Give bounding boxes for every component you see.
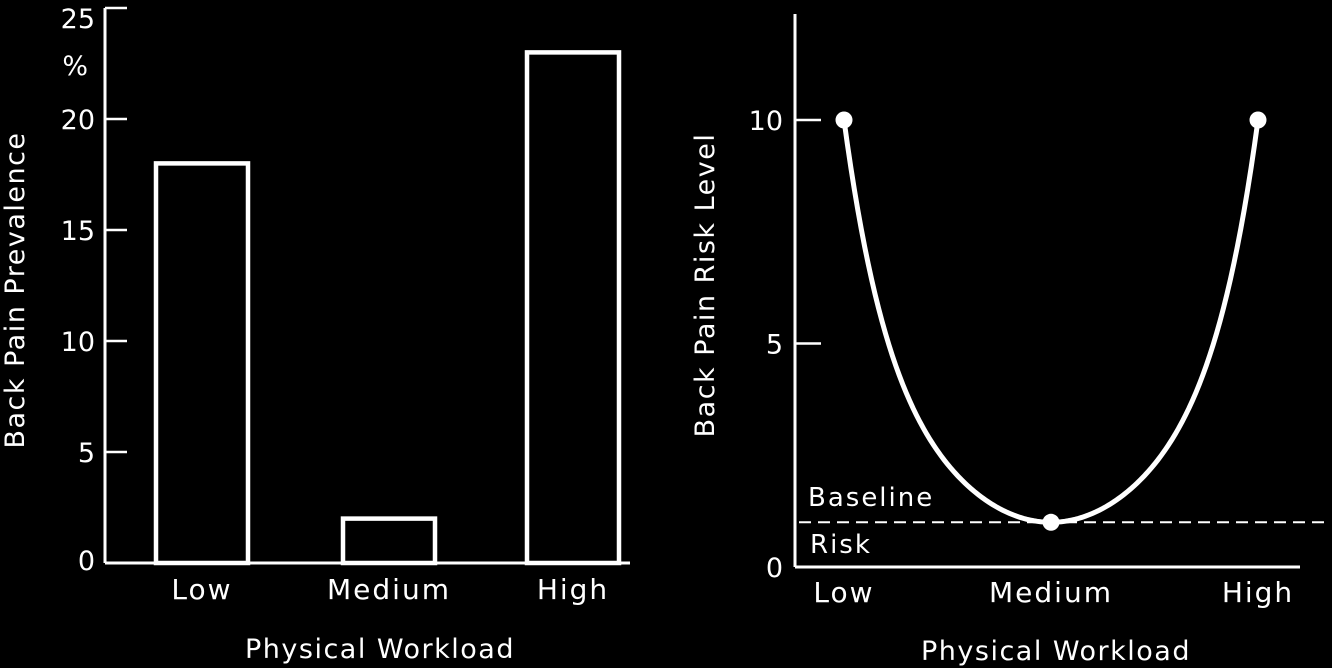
risk-curve-chart: 0 5 10 Baseline Risk Low Medium High Back Pa…: [690, 14, 1330, 667]
x-axis-title-left: Physical Workload: [245, 634, 515, 665]
curve-point-high: [1249, 111, 1267, 129]
y-tick-label-left: 15: [61, 216, 95, 247]
y-unit-label: %: [62, 51, 88, 82]
x-category-label-left: Low: [171, 573, 232, 606]
curve-point-medium: [1042, 513, 1060, 531]
curve-point-low: [835, 111, 853, 129]
y-tick-label-left: 0: [78, 546, 95, 577]
y-tick-label-right: 0: [766, 553, 783, 584]
x-axis-title-right: Physical Workload: [921, 636, 1191, 667]
x-category-labels-right: Low Medium High: [813, 576, 1294, 609]
y-ticks-left: 0 5 10 15 20 25: [61, 4, 127, 577]
x-category-label-left: High: [537, 573, 609, 606]
x-category-label-right: High: [1222, 576, 1294, 609]
y-tick-label-left: 20: [61, 105, 95, 136]
y-axis-title-right: Back Pain Risk Level: [690, 133, 721, 438]
y-tick-label-left: 10: [61, 327, 95, 358]
y-ticks-right: 0 5 10: [749, 106, 821, 584]
y-tick-label-left: 5: [78, 438, 95, 469]
x-category-label-left: Medium: [327, 573, 451, 606]
x-category-labels-left: Low Medium High: [171, 573, 609, 606]
bars: [153, 50, 622, 566]
bar-high: [524, 50, 622, 566]
y-tick-label-right: 10: [749, 106, 783, 137]
y-tick-label-left: 25: [61, 4, 95, 35]
bar-low: [153, 161, 251, 566]
bar-medium: [340, 516, 438, 566]
risk-label: Risk: [810, 530, 872, 560]
y-tick-label-right: 5: [766, 330, 783, 361]
baseline-label: Baseline: [808, 483, 934, 513]
bar-chart: 0 5 10 15 20 25 % Low Medium High Back Pain Pre…: [0, 4, 630, 665]
x-category-label-right: Low: [813, 576, 874, 609]
y-axis-title-left: Back Pain Prevalence: [0, 131, 31, 448]
x-category-label-right: Medium: [989, 576, 1113, 609]
curve-points: [835, 111, 1267, 531]
